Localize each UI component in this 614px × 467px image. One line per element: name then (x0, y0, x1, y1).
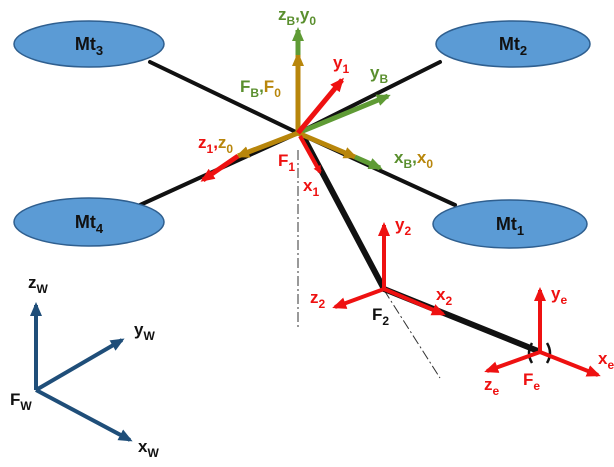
xe-axis-arrow (539, 350, 601, 377)
ze-label: ze (484, 375, 500, 398)
z1-z0-label: z1,z0 (198, 133, 233, 156)
motor-mt4-label: Mt4 (75, 212, 104, 236)
y1-axis-arrow (296, 77, 344, 135)
ze-axis-arrow (484, 350, 541, 373)
xb-x0-green-arrow (353, 154, 383, 171)
x1-axis-arrow (298, 135, 322, 174)
yb-label: yB (370, 63, 388, 86)
zb-y0-label: zB,y0 (278, 5, 316, 28)
xb-gold-arrow (297, 130, 358, 160)
z2-label: z2 (310, 288, 326, 311)
motor-mt2: Mt2 (435, 20, 591, 68)
motor-mt3-body (13, 20, 165, 68)
motor-mt4-body (13, 197, 165, 247)
link2-reference-line (383, 289, 441, 379)
x2-label: x2 (436, 285, 452, 308)
xe-label: xe (598, 349, 614, 372)
f2-label: F2 (372, 305, 389, 328)
x1-label: x1 (303, 176, 319, 199)
gripper-icon (527, 342, 552, 364)
motor-mt2-body (435, 20, 591, 68)
ye-label: ye (551, 284, 567, 307)
motor-mt1-label: Mt1 (496, 214, 524, 238)
x2-axis-arrow (383, 287, 446, 316)
motor-mt3: Mt3 (13, 20, 165, 68)
f1-label: F1 (278, 151, 295, 174)
frame1-axes (200, 77, 344, 183)
motor-mt1: Mt1 (432, 199, 588, 249)
xw-label: xW (138, 437, 159, 460)
fb-f0-label: FB,F0 (240, 77, 281, 100)
z0-gold-arrow (235, 130, 299, 159)
z2-axis-arrow (332, 287, 385, 309)
motor-mt3-label: Mt3 (75, 34, 103, 58)
motor-mt4: Mt4 (13, 197, 165, 247)
world-frame-axes (30, 302, 133, 442)
arm-mt3 (148, 60, 300, 135)
fw-label: FW (10, 390, 32, 413)
base-frame-axes (235, 27, 391, 171)
yb-axis-arrow (297, 93, 391, 136)
zw-label: zW (28, 273, 49, 296)
motor-mt1-body (432, 199, 588, 249)
reference-lines (297, 150, 441, 379)
y2-label: y2 (395, 215, 411, 238)
xb-x0-label: xB,x0 (394, 148, 433, 171)
xw-axis-arrow (35, 388, 133, 442)
y1-label: y1 (333, 53, 349, 76)
z1-axis-arrow (200, 153, 240, 183)
yw-label: yW (134, 320, 155, 343)
motor-mt2-label: Mt2 (499, 34, 527, 58)
fe-label: Fe (523, 370, 540, 393)
end-effector-axes (484, 287, 601, 377)
frame2-axes (332, 222, 446, 316)
yw-axis-arrow (34, 338, 125, 392)
